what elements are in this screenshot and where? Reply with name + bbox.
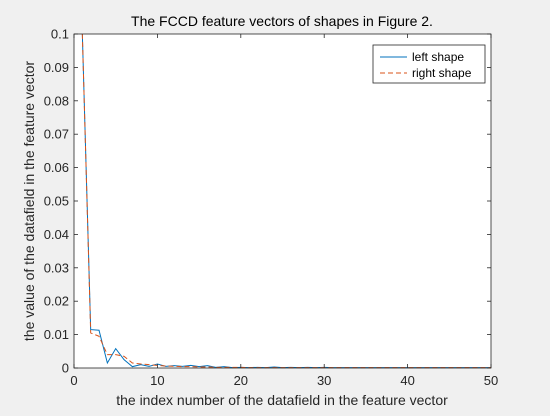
y-tick-label: 0.03 (44, 260, 69, 275)
x-tick-label: 10 (150, 373, 164, 388)
x-tick-label: 20 (234, 373, 248, 388)
y-tick-label: 0.08 (44, 93, 69, 108)
legend-label-1: left shape (412, 50, 464, 64)
y-tick-label: 0.04 (44, 227, 69, 242)
y-tick-label: 0.09 (44, 60, 69, 75)
y-tick-label: 0.01 (44, 327, 69, 342)
x-tick-label: 0 (70, 373, 77, 388)
x-tick-label: 50 (484, 373, 498, 388)
y-tick-label: 0.05 (44, 194, 69, 209)
legend-label-2: right shape (412, 66, 472, 80)
y-axis-label: the value of the datafield in the featur… (21, 61, 37, 342)
y-tick-label: 0 (62, 361, 69, 376)
axes-layer: 0 10 20 30 40 50 0 0.01 0.02 0.03 0.04 0.05 0.06 0.07… (44, 27, 499, 389)
x-tick-label: 30 (317, 373, 331, 388)
plot-area (74, 34, 491, 368)
legend: left shape right shape (372, 44, 486, 84)
x-tick-label: 40 (400, 373, 414, 388)
legend-box (372, 44, 486, 84)
x-axis-label: the index number of the datafield in the… (116, 392, 448, 408)
y-tick-label: 0.06 (44, 160, 69, 175)
y-tick-label: 0.07 (44, 127, 69, 142)
y-tick-label: 0.1 (51, 27, 69, 42)
y-tick-label: 0.02 (44, 294, 69, 309)
chart-title: The FCCD feature vectors of shapes in Fi… (131, 13, 433, 29)
